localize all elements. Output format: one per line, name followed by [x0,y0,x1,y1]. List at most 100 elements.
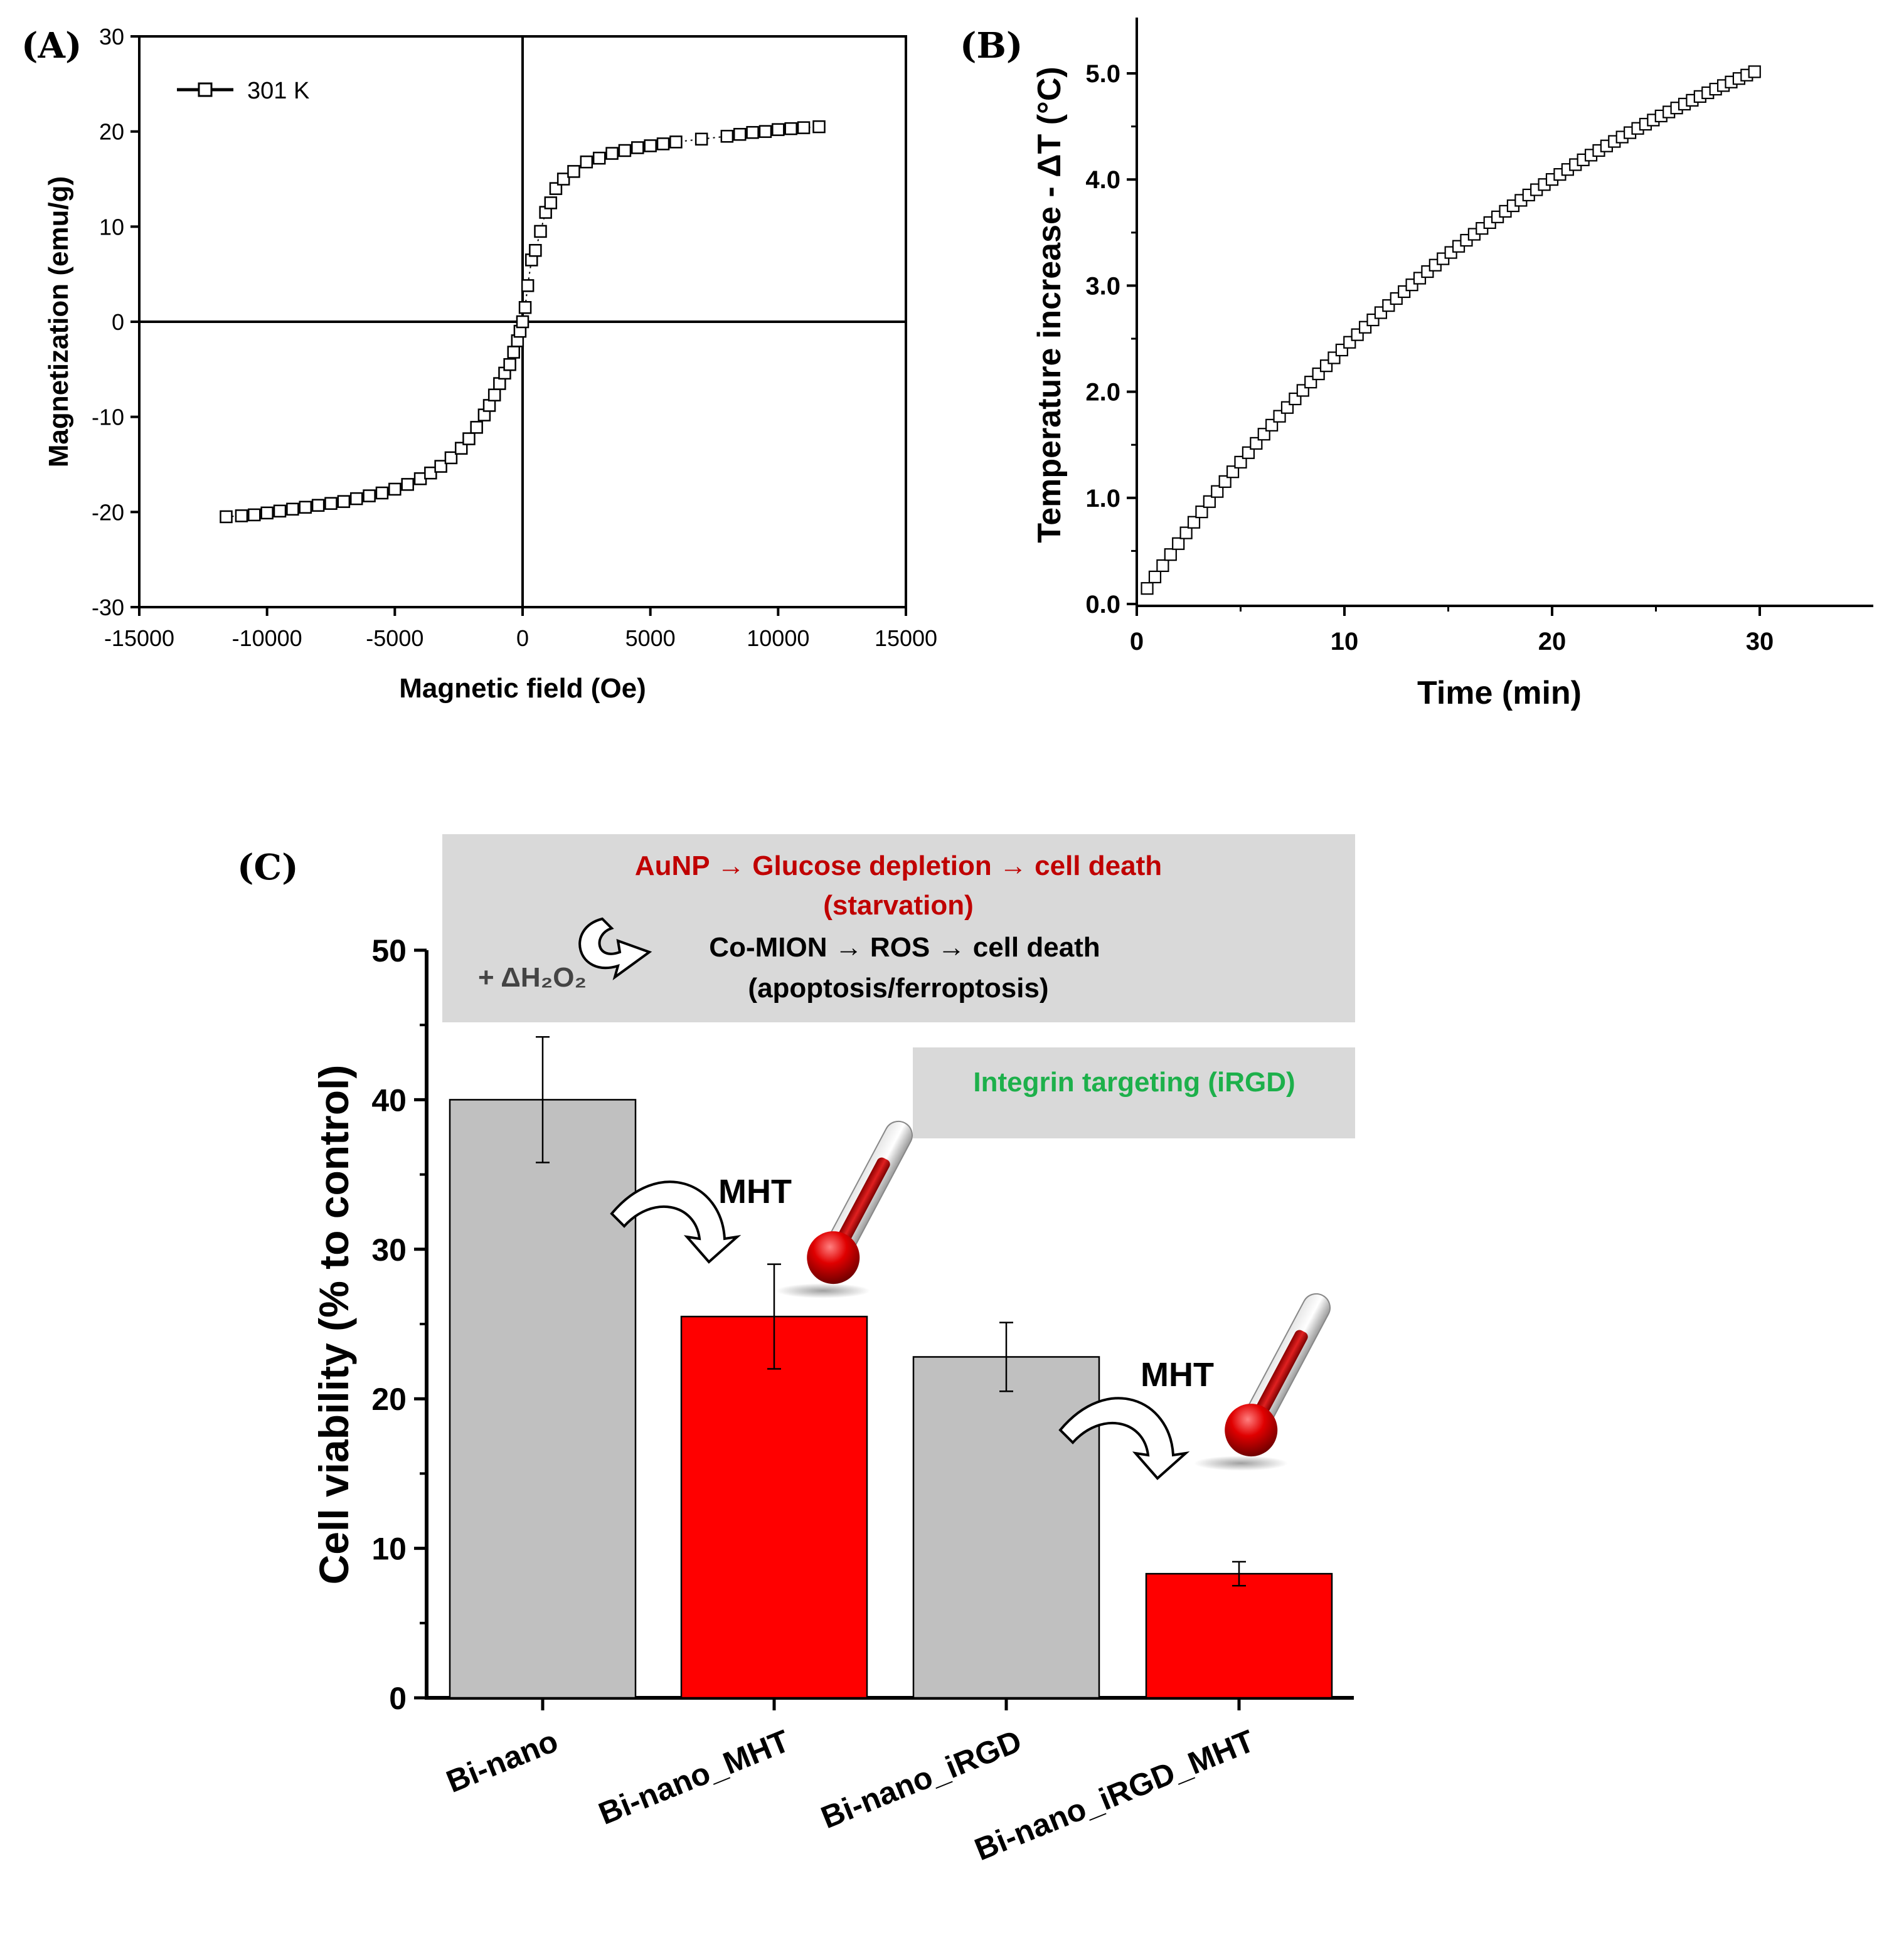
a-data-point [521,279,535,292]
a-ytick-label: 30 [99,24,124,50]
chart-c: AuNP → Glucose depletion → cell death (s… [311,834,1355,1867]
a-data-point [462,432,476,445]
b-ytick-label: 2.0 [1085,379,1120,406]
b-xtick-label: 0 [1130,628,1144,655]
b-data-point [1250,437,1263,450]
a-data-point [401,478,414,491]
bar [1145,1572,1333,1699]
annotation-line2: (starvation) [823,890,974,921]
b-data-point [1234,455,1247,469]
bar [680,1315,868,1699]
mht-label-2: MHT [1141,1356,1214,1394]
a-data-point [434,460,447,473]
b-ytick-label: 5.0 [1085,60,1120,88]
a-data-point [656,137,670,151]
c-ytick-label: 30 [371,1232,407,1268]
a-data-point [349,492,363,506]
category-label: Bi-nano [442,1723,563,1799]
a-xtick-label: 10000 [747,625,809,651]
a-data-point [797,121,811,134]
a-data-point [482,399,496,412]
a-data-point [286,502,299,516]
a-data-point [507,346,520,359]
b-data-point [1242,446,1255,459]
b-data-point [1187,516,1201,529]
a-data-point [299,501,312,514]
chart-b-ylabel: Temperature increase - ΔT (°C) [1031,66,1068,543]
integrin-box [913,1047,1355,1138]
a-data-point [580,155,593,169]
a-xtick-label: -5000 [366,625,423,651]
a-data-point [549,182,563,195]
chart-a-xlabel: Magnetic field (Oe) [399,673,646,704]
recycle-arrow-icon [578,917,652,980]
a-data-point [273,504,287,518]
a-ytick-label: -10 [92,405,124,430]
legend-marker [198,82,213,97]
annotation-h2o2: + ΔH₂O₂ [478,962,587,993]
a-data-point [444,451,458,465]
a-data-point [375,486,389,500]
b-data-point [1748,65,1761,78]
a-ytick-label: 0 [112,309,124,335]
bar [912,1356,1100,1699]
b-data-point [1164,548,1177,561]
a-data-point [567,165,580,178]
chart-c-ylabel: Cell viability (% to control) [311,1065,357,1585]
a-data-point [720,130,734,143]
a-data-point [518,301,532,314]
chart-b: 0 10 20 30 0.0 1.0 2.0 3.0 4.0 5.0 Time (min) Tem… [1031,18,1873,711]
a-data-point [493,377,506,390]
a-data-point [534,225,547,238]
a-data-point [235,509,248,522]
a-data-point [733,127,747,141]
chart-c-categories: Bi-nano Bi-nano_MHT Bi-nano_iRGDBi-nano_iR… [442,1723,1260,1867]
annotation-line1: AuNP → Glucose depletion → cell death [635,850,1162,881]
panel-label-b: (B) [960,25,1023,66]
a-data-point [812,120,826,134]
a-data-point [556,172,570,186]
a-xtick-label: -10000 [232,625,302,651]
a-data-point [592,151,606,165]
annotation-integrin: Integrin targeting (iRGD) [973,1067,1295,1098]
a-data-point [758,125,772,138]
a-xtick-label: 0 [516,625,529,651]
chart-a: -15000 -10000 -5000 0 5000 10000 15000 -30 -20 -1… [43,24,937,704]
panel-label-a: (A) [21,25,82,66]
a-xtick-label: -15000 [104,625,174,651]
a-data-point [516,315,529,329]
a-data-point [388,482,402,496]
panel-label-c: (C) [237,847,299,888]
b-data-point [1179,526,1193,539]
c-ytick-label: 10 [371,1532,407,1567]
a-ytick-label: -30 [92,595,124,620]
a-data-point [337,495,351,508]
thermometer-icon-2 [1194,1293,1331,1471]
mht-arrow-icon-1 [610,1180,742,1264]
a-data-point [618,144,632,157]
b-ytick-label: 0.0 [1085,591,1120,618]
a-ytick-label: 20 [99,119,124,145]
chart-b-xlabel: Time (min) [1417,675,1582,711]
b-data-point [1195,506,1208,519]
b-xtick-label: 20 [1538,628,1567,655]
a-data-point [248,508,261,522]
legend-label: 301 K [247,78,309,104]
b-data-point [1218,475,1232,488]
chart-b-ticks: 0 10 20 30 0.0 1.0 2.0 3.0 4.0 5.0 [1085,60,1774,655]
b-ytick-label: 3.0 [1085,272,1120,300]
b-xtick-label: 30 [1746,628,1774,655]
a-xtick-label: 15000 [875,625,937,651]
a-data-point [669,135,683,149]
a-data-point [631,141,644,154]
b-ytick-label: 4.0 [1085,166,1120,194]
a-data-point [605,147,619,160]
a-data-point [487,388,501,402]
bar [449,1099,637,1699]
chart-c-ticks: 0 10 20 30 40 50 [371,933,1241,1716]
c-ytick-label: 20 [371,1382,407,1417]
a-data-point [324,497,338,510]
a-data-point [503,358,516,371]
annotation-line4: (apoptosis/ferroptosis) [748,973,1048,1004]
thermometer-icon-1 [776,1120,913,1298]
